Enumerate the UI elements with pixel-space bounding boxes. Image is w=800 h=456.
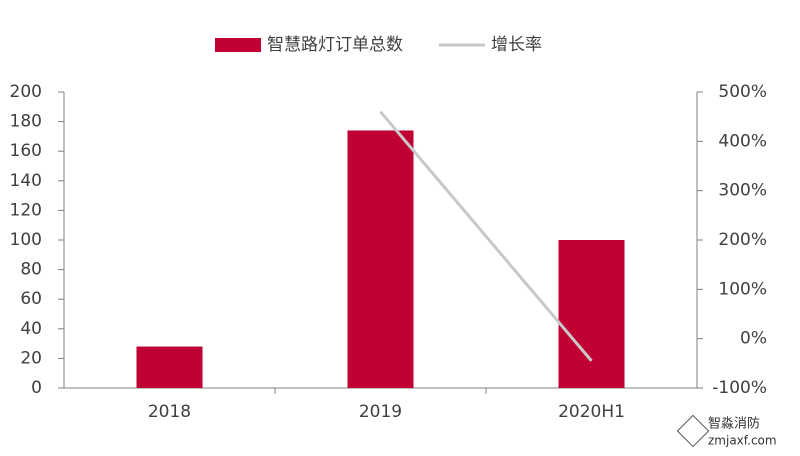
x-tick-label: 2018 <box>148 402 191 422</box>
y-tick-label: 0 <box>31 378 42 398</box>
line <box>379 110 593 362</box>
y-tick-label: 200 <box>10 82 42 102</box>
bar <box>136 346 203 388</box>
legend-label: 智慧路灯订单总数 <box>267 35 403 55</box>
y2-tick-label: -100% <box>712 378 767 398</box>
y2-tick-label: 500% <box>718 82 767 102</box>
y-tick-label: 20 <box>20 348 42 368</box>
watermark-logo <box>676 414 710 448</box>
y-tick-label: 140 <box>10 171 42 191</box>
watermark-name: 智淼消防 <box>708 416 760 432</box>
legend-swatch <box>215 38 261 52</box>
watermark: 智淼消防 zmjaxf.com <box>676 414 777 448</box>
y2-tick-label: 300% <box>718 181 767 201</box>
x-tick-label: 2020H1 <box>558 402 625 422</box>
y-tick-label: 100 <box>10 230 42 250</box>
bar <box>558 240 625 388</box>
y2-tick-label: 400% <box>718 131 767 151</box>
bar <box>347 130 414 389</box>
y2-tick-label: 200% <box>718 230 767 250</box>
y-tick-label: 180 <box>10 112 42 132</box>
y-tick-label: 80 <box>20 260 42 280</box>
x-tick-label: 2019 <box>359 402 402 422</box>
y-tick-label: 160 <box>10 141 42 161</box>
legend-label: 增长率 <box>491 35 542 55</box>
y2-tick-label: 0% <box>740 329 767 349</box>
y-tick-label: 120 <box>10 200 42 220</box>
y-tick-label: 40 <box>20 319 42 339</box>
y2-tick-label: 100% <box>718 279 767 299</box>
y-tick-label: 60 <box>20 289 42 309</box>
watermark-site: zmjaxf.com <box>708 434 777 448</box>
